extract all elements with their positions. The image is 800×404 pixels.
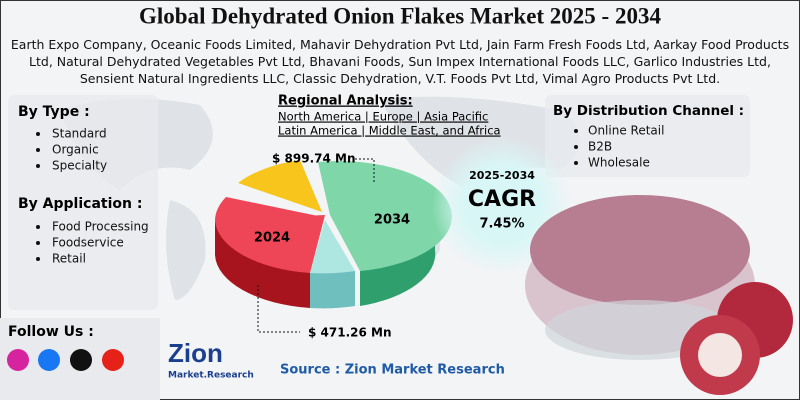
type-item: Organic: [52, 143, 99, 157]
distribution-title: By Distribution Channel :: [553, 103, 744, 119]
source: Source : Zion Market Research: [280, 363, 505, 378]
type-item: Standard: [52, 127, 107, 141]
distribution-list: Online Retail B2B Wholesale: [574, 124, 664, 170]
youtube-icon[interactable]: [102, 349, 124, 371]
logo-main: Zion: [168, 338, 223, 368]
application-item: Foodservice: [52, 236, 124, 250]
title: Global Dehydrated Onion Flakes Market 20…: [139, 3, 661, 28]
regional-line: Latin America | Middle East, and Africa: [278, 124, 501, 138]
application-title: By Application :: [18, 196, 142, 212]
value-2034: $ 899.74 Mn: [272, 152, 356, 166]
type-item: Specialty: [52, 159, 107, 173]
regional-line: North America | Europe | Asia Pacific: [278, 110, 488, 124]
value-2024: $ 471.26 Mn: [308, 326, 392, 340]
pie-label: 2034: [374, 213, 410, 228]
application-item: Food Processing: [52, 220, 149, 234]
cagr-period: 2025-2034: [469, 169, 535, 182]
pie-label: 2024: [254, 231, 290, 246]
application-item: Retail: [52, 252, 86, 266]
follow-title: Follow Us :: [8, 324, 94, 340]
regional-title: Regional Analysis:: [278, 94, 413, 109]
pie: 2034 2024: [214, 160, 452, 309]
distribution-item: B2B: [588, 140, 612, 154]
application-list: Food Processing Foodservice Retail: [36, 220, 149, 266]
instagram-icon[interactable]: [7, 349, 29, 371]
logo-sub: Market.Research: [168, 371, 254, 381]
distribution-item: Online Retail: [588, 124, 664, 138]
facebook-icon[interactable]: [38, 349, 60, 371]
companies-box: Earth Expo Company, Oceanic Foods Limite…: [10, 37, 790, 86]
distribution-item: Wholesale: [588, 156, 650, 170]
cagr-label: CAGR: [468, 187, 536, 212]
x-icon[interactable]: [70, 349, 92, 371]
type-title: By Type :: [18, 104, 90, 120]
distribution-panel: [545, 95, 750, 177]
left-panel: [8, 95, 158, 310]
companies: Earth Expo Company, Oceanic Foods Limite…: [10, 37, 790, 86]
onion-bowl: [525, 195, 793, 395]
type-list: Standard Organic Specialty: [36, 127, 107, 173]
cagr-value: 7.45%: [479, 217, 524, 232]
